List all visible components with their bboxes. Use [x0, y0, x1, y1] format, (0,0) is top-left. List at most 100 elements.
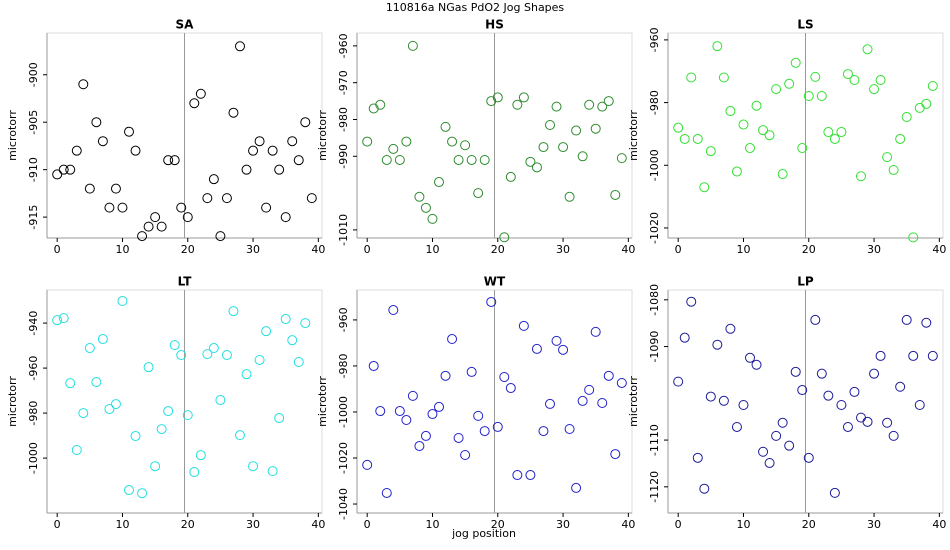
point — [261, 326, 272, 337]
point — [234, 41, 245, 52]
point — [784, 440, 795, 451]
point — [274, 413, 285, 424]
point — [679, 332, 690, 343]
x-tick-label: 20 — [181, 243, 195, 256]
point — [577, 395, 588, 406]
panel-title: LT — [178, 275, 193, 289]
point — [869, 368, 880, 379]
point — [705, 391, 716, 402]
point — [215, 231, 226, 242]
point — [751, 359, 762, 370]
point — [306, 193, 317, 204]
point — [525, 470, 536, 481]
point — [895, 133, 906, 144]
point — [362, 136, 373, 147]
y-tick-label: -900 — [27, 62, 40, 87]
point — [163, 406, 174, 417]
point — [538, 426, 549, 437]
point — [124, 126, 135, 137]
point — [91, 377, 102, 388]
point — [571, 482, 582, 493]
point — [486, 296, 497, 307]
point — [738, 400, 749, 411]
point — [882, 417, 893, 428]
point — [673, 376, 684, 387]
point — [293, 155, 304, 166]
x-tick-label: 0 — [364, 243, 371, 256]
y-tick-label: -960 — [27, 356, 40, 381]
point — [492, 92, 503, 103]
point — [764, 130, 775, 141]
point — [531, 343, 542, 354]
point — [505, 383, 516, 394]
point — [254, 354, 265, 365]
point — [738, 119, 749, 130]
point — [914, 102, 925, 113]
y-tick-label: -1040 — [337, 488, 350, 520]
point — [248, 145, 259, 156]
point — [558, 344, 569, 355]
point — [287, 136, 298, 147]
point — [401, 415, 412, 426]
point — [124, 485, 135, 496]
point — [420, 430, 431, 441]
point — [420, 202, 431, 213]
point — [705, 146, 716, 157]
point — [499, 232, 510, 243]
point — [78, 79, 89, 90]
point — [169, 155, 180, 166]
point — [280, 212, 291, 223]
point — [571, 125, 582, 136]
point — [479, 154, 490, 165]
point — [712, 339, 723, 350]
y-tick-label: -980 — [27, 401, 40, 426]
point — [908, 350, 919, 361]
point — [673, 122, 684, 133]
x-tick-label: 40 — [621, 243, 635, 256]
y-tick-label: -1000 — [337, 396, 350, 428]
y-tick-label: -1080 — [648, 284, 661, 316]
point — [65, 164, 76, 175]
y-tick-label: -1020 — [648, 212, 661, 244]
point — [699, 483, 710, 494]
point — [731, 421, 742, 432]
point — [603, 96, 614, 107]
x-tick-label: 10 — [115, 243, 129, 256]
point — [221, 193, 232, 204]
point — [71, 145, 82, 156]
x-tick-label: 30 — [556, 518, 570, 531]
point — [287, 335, 298, 346]
y-tick-label: -905 — [27, 110, 40, 135]
point — [182, 410, 193, 421]
point — [712, 41, 723, 52]
y-tick-label: -940 — [27, 311, 40, 336]
point — [842, 69, 853, 80]
point — [875, 75, 886, 86]
point — [280, 314, 291, 325]
point — [52, 169, 63, 180]
point — [610, 449, 621, 460]
x-tick-label: 0 — [54, 518, 61, 531]
point — [584, 384, 595, 395]
point — [163, 155, 174, 166]
point — [803, 91, 814, 102]
x-tick-label: 30 — [867, 518, 881, 531]
point — [293, 357, 304, 368]
y-axis-label: microtorr — [6, 110, 19, 161]
point — [544, 398, 555, 409]
point — [908, 232, 919, 243]
point — [375, 406, 386, 417]
point — [679, 133, 690, 144]
x-tick-label: 30 — [556, 243, 570, 256]
point — [110, 399, 121, 410]
point — [725, 323, 736, 334]
point — [616, 377, 627, 388]
y-tick-label: -960 — [337, 307, 350, 332]
point — [78, 408, 89, 419]
point — [525, 156, 536, 167]
x-tick-label: 30 — [867, 243, 881, 256]
point — [388, 143, 399, 154]
point — [208, 174, 219, 185]
point — [777, 417, 788, 428]
point — [518, 320, 529, 331]
